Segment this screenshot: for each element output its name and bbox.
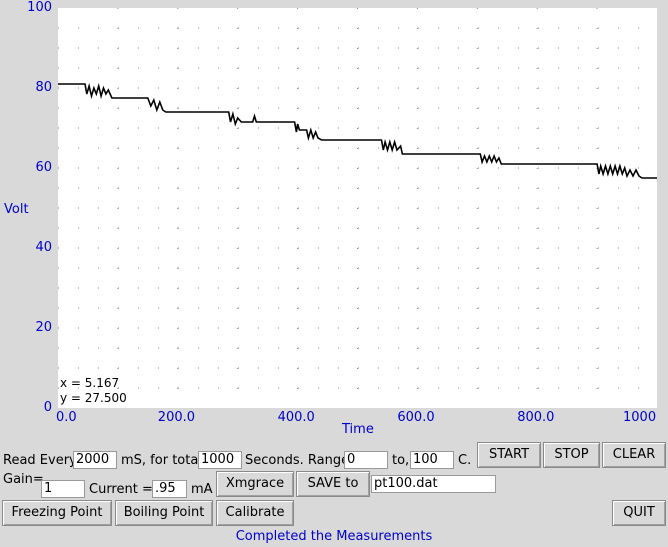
stop-button[interactable]: STOP [543,442,600,468]
y-tick-label: 60 [35,160,52,175]
interval-input[interactable]: 2000 [73,451,117,469]
x-tick-label: 600.0 [397,410,435,425]
x-axis-label: Time [342,422,374,437]
range-to-input[interactable]: 100 [410,451,454,469]
gain-label: Gain= [3,472,44,487]
y-tick-label: 40 [35,240,52,255]
y-tick-label: 0 [43,400,52,415]
status-message: Completed the Measurements [235,529,433,544]
x-tick-label: 1000 [623,410,657,425]
gain-input[interactable]: 1 [41,480,85,498]
clear-button[interactable]: CLEAR [602,442,666,468]
seconds-range-label: Seconds. Range [245,453,350,468]
plot-canvas[interactable] [58,8,657,408]
current-input[interactable]: .95 [152,480,187,498]
xmgrace-button[interactable]: Xmgrace [216,471,294,497]
save-to-button[interactable]: SAVE to [296,471,370,497]
ma-label: mA [191,482,213,497]
filename-input[interactable]: pt100.dat [371,475,496,493]
y-tick-label: 100 [27,0,52,15]
cursor-x-readout: x = 5.167 [60,376,120,390]
calibrate-button[interactable]: Calibrate [216,500,294,526]
freezing-point-button[interactable]: Freezing Point [2,500,112,526]
cursor-y-readout: y = 27.500 [60,391,127,405]
x-tick-label: 800.0 [517,410,555,425]
boiling-point-button[interactable]: Boiling Point [115,500,213,526]
series-line-0 [58,82,657,179]
celsius-label: C. [458,453,472,468]
x-tick-label: 200.0 [157,410,196,425]
total-time-input[interactable]: 1000 [198,451,242,469]
range-from-input[interactable]: 0 [344,451,388,469]
ms-total-label: mS, for total [121,453,202,468]
y-tick-label: 80 [35,80,52,95]
y-tick-label: 20 [35,320,52,335]
y-axis-label: Volt [4,202,29,217]
start-button[interactable]: START [477,442,541,468]
read-every-label: Read Every [3,453,77,468]
plot-svg [58,8,657,408]
quit-button[interactable]: QUIT [612,500,666,526]
x-tick-label: 0.0 [56,410,77,425]
current-label: Current = [89,482,153,497]
x-tick-label: 400.0 [277,410,315,425]
to-label: to, [392,453,410,468]
